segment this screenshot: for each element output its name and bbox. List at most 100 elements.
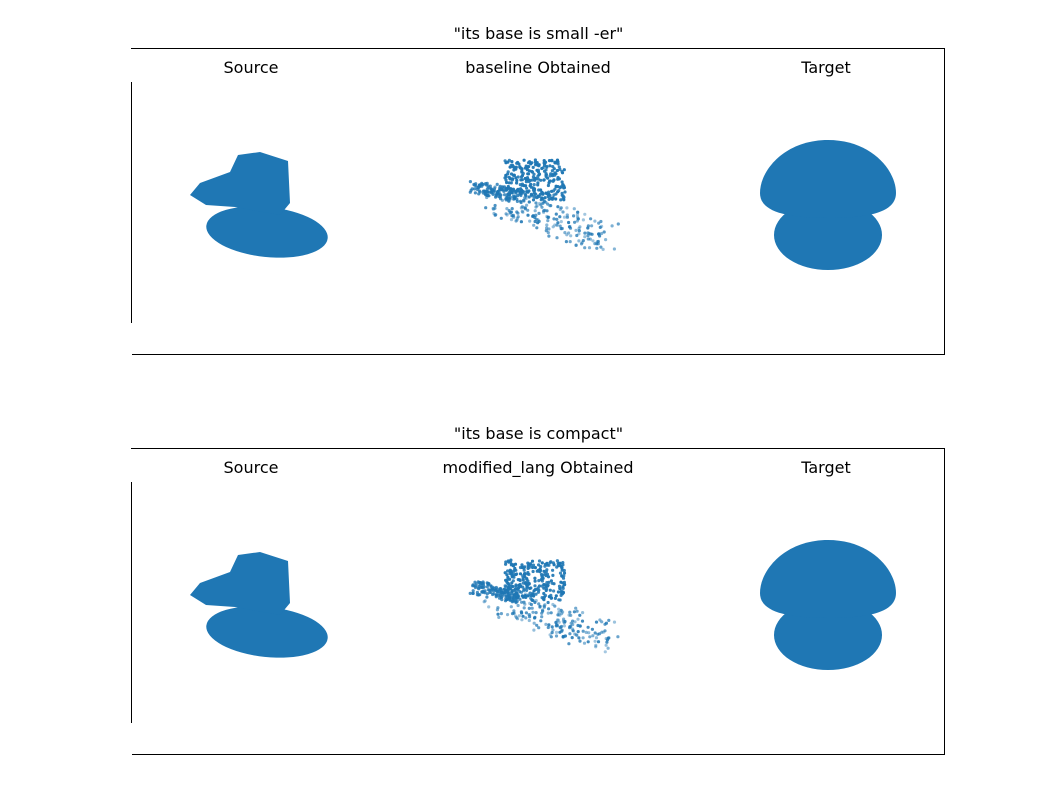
cloud-point [510, 600, 514, 604]
cloud-point [587, 246, 592, 250]
cloud-point [527, 618, 531, 623]
cloud-point [523, 571, 527, 575]
cloud-point [533, 215, 537, 220]
cloud-point [543, 562, 547, 566]
cloud-point [536, 181, 540, 185]
cloud-point [526, 208, 530, 212]
cloud-point [562, 186, 566, 190]
cloud-point [542, 591, 546, 596]
cloud-point [559, 593, 563, 597]
cloud-point [520, 600, 524, 604]
cloud-point [551, 225, 555, 229]
cloud-point [525, 588, 529, 592]
cloud-point [573, 632, 577, 636]
cloud-point [555, 559, 559, 563]
cloud-point [518, 192, 522, 196]
cloud-point [565, 233, 569, 237]
cloud-point [524, 180, 528, 184]
cloud-point [523, 592, 528, 596]
cloud-point [527, 179, 531, 184]
cloud-point [599, 219, 603, 224]
cloud-point [596, 640, 601, 644]
panel-2-obtained-title: modified_lang Obtained [442, 458, 634, 477]
cloud-point [535, 226, 539, 230]
cloud-point [548, 179, 552, 183]
cloud-point [549, 579, 553, 583]
cloud-point [512, 173, 516, 177]
cloud-point [529, 586, 533, 590]
cloud-point [487, 605, 491, 609]
cloud-point [524, 184, 528, 188]
cloud-point [532, 589, 536, 593]
cloud-point [590, 232, 594, 236]
cloud-point [531, 610, 535, 614]
cloud-point [603, 629, 607, 633]
cloud-point [602, 630, 606, 634]
cloud-point [586, 625, 590, 629]
cloud-point [520, 618, 524, 622]
cloud-point [595, 246, 599, 250]
cloud-point [575, 233, 579, 238]
cloud-point [551, 568, 555, 572]
cloud-point [549, 611, 553, 615]
cloud-point [593, 631, 597, 635]
cloud-point [516, 211, 520, 215]
cloud-point [549, 596, 554, 600]
cloud-point [593, 639, 597, 643]
cloud-point [514, 219, 518, 223]
cloud-point [514, 176, 518, 180]
cloud-point [538, 570, 542, 574]
cloud-point [532, 183, 536, 187]
cloud-point [519, 590, 523, 594]
cloud-point [606, 646, 610, 650]
cloud-point [554, 620, 558, 625]
cloud-point [583, 231, 587, 235]
cloud-point [526, 213, 530, 217]
cloud-point [560, 180, 564, 184]
cloud-point [616, 635, 620, 639]
cloud-point [533, 176, 537, 180]
cloud-point [596, 242, 600, 246]
panel-2-title: "its base is compact" [453, 424, 624, 443]
cloud-point [604, 643, 608, 647]
cloud-point [589, 217, 593, 221]
cloud-point [531, 563, 536, 567]
cloud-point [500, 185, 504, 189]
cloud-point [603, 622, 607, 626]
cloud-point [515, 216, 519, 220]
cloud-point [521, 171, 525, 176]
panel-1-source-cloud [190, 152, 328, 258]
cloud-point [591, 634, 595, 638]
cloud-point [525, 203, 529, 207]
cloud-point [527, 189, 531, 193]
cloud-point [519, 584, 523, 588]
cloud-point [558, 625, 562, 629]
cloud-point [499, 216, 503, 220]
cloud-point [508, 570, 512, 574]
cloud-point [532, 223, 536, 227]
cloud-point [548, 588, 552, 592]
cloud-point [576, 215, 580, 219]
cloud-point [588, 635, 592, 639]
cloud-point [553, 596, 557, 600]
cloud-point [570, 636, 574, 640]
cloud-point [572, 214, 576, 218]
cloud-point [529, 596, 533, 600]
cloud-point [522, 158, 526, 162]
panel-2-target-cloud [760, 540, 896, 670]
cloud-point [552, 589, 556, 593]
cloud-point [496, 612, 500, 616]
cloud-point [531, 565, 535, 570]
cloud-point [519, 220, 523, 224]
cloud-point [480, 582, 484, 586]
cloud-point [546, 575, 551, 579]
cloud-point [571, 627, 575, 631]
cloud-point [557, 620, 561, 624]
cloud-point [552, 217, 556, 221]
cloud-point [536, 168, 540, 172]
cloud-point [569, 624, 573, 628]
cloud-point [554, 594, 558, 598]
cloud-point [612, 247, 616, 251]
cloud-point [490, 188, 494, 192]
cloud-point [586, 640, 590, 644]
